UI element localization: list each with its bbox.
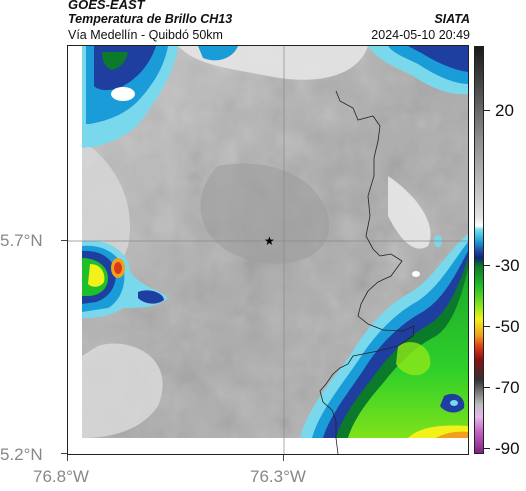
y-axis-label: 5.7°N xyxy=(0,231,43,250)
colorbar-tick xyxy=(484,448,490,449)
x-tick xyxy=(67,455,68,461)
y-axis-label: 5.2°N xyxy=(0,445,43,464)
colorbar-label: -70 xyxy=(495,378,520,397)
colorbar-label: -90 xyxy=(495,439,520,458)
route-label: Vía Medellín - Quibdó 50km xyxy=(68,28,223,42)
product-title: GOES-EAST xyxy=(68,0,145,12)
colorbar-tick xyxy=(484,265,490,266)
satellite-map[interactable]: ★ xyxy=(67,45,469,455)
timestamp-label: 2024-05-10 20:49 xyxy=(371,28,470,42)
x-tick xyxy=(283,455,284,461)
x-axis-label: 76.3°W xyxy=(250,467,306,486)
organization-label: SIATA xyxy=(434,12,470,26)
colorbar xyxy=(474,46,484,454)
x-axis-label: 76.8°W xyxy=(33,467,89,486)
colorbar-label: 20 xyxy=(495,101,514,120)
colorbar-tick xyxy=(484,110,490,111)
y-tick xyxy=(61,453,67,454)
department-boundary xyxy=(319,90,415,454)
colorbar-label: -30 xyxy=(495,256,520,275)
colorbar-tick xyxy=(484,387,490,388)
star-icon: ★ xyxy=(264,234,275,248)
colorbar-label: -50 xyxy=(495,317,520,336)
product-subtitle: Temperatura de Brillo CH13 xyxy=(68,12,233,26)
y-tick xyxy=(61,240,67,241)
map-canvas: ★ xyxy=(68,46,468,454)
colorbar-tick xyxy=(484,326,490,327)
